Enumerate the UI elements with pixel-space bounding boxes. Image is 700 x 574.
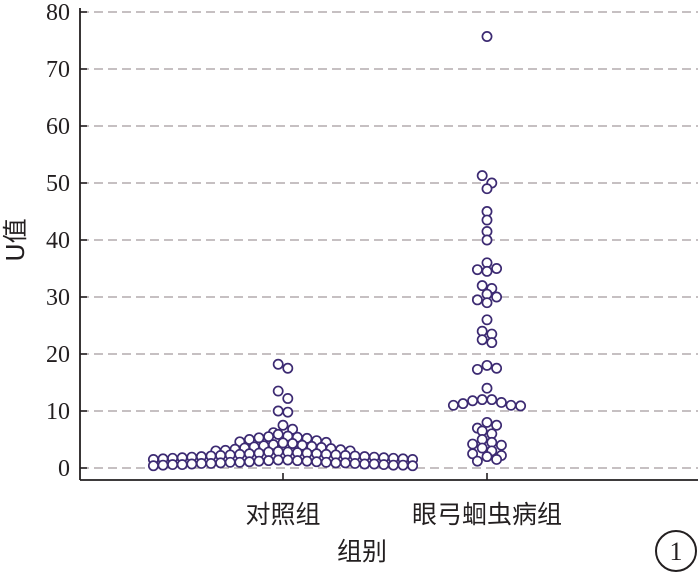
data-point — [467, 438, 479, 450]
gridlines — [80, 11, 698, 469]
data-point — [301, 455, 313, 467]
data-point — [481, 265, 493, 277]
data-point — [378, 459, 390, 471]
data-point — [282, 406, 294, 418]
data-point — [481, 31, 493, 42]
data-point — [471, 363, 483, 375]
data-point — [282, 393, 294, 404]
data-point — [481, 297, 493, 309]
data-point — [387, 459, 399, 471]
data-point — [272, 428, 284, 440]
data-point — [447, 399, 459, 411]
data-point — [291, 455, 303, 467]
data-point — [471, 264, 483, 276]
y-tick-label-70: 70 — [46, 57, 70, 83]
data-point — [397, 459, 409, 471]
data-point — [467, 448, 479, 460]
y-tick-label-80: 80 — [46, 0, 70, 26]
data-point — [272, 405, 284, 417]
badge-label: 1 — [670, 537, 683, 566]
data-point — [282, 362, 294, 374]
y-tick-label-60: 60 — [46, 114, 70, 140]
data-point — [486, 394, 498, 406]
data-point — [457, 398, 469, 410]
data-point — [186, 458, 198, 470]
data-point — [272, 385, 284, 397]
y-tick-label-0: 0 — [58, 456, 70, 482]
data-point — [215, 457, 227, 469]
data-point — [476, 170, 488, 182]
data-point — [205, 457, 217, 469]
x-category-label-0: 对照组 — [245, 500, 320, 529]
badge-circle — [655, 530, 697, 572]
data-point — [481, 451, 493, 463]
data-point — [224, 456, 236, 468]
data-point — [359, 458, 371, 470]
data-point — [243, 434, 255, 445]
data-point — [476, 442, 488, 454]
y-tick-labels: 0 10 20 30 40 50 60 70 80 — [46, 0, 70, 482]
data-point — [515, 400, 527, 412]
data-point — [481, 214, 493, 226]
data-point — [272, 358, 284, 370]
data-point — [481, 416, 493, 428]
data-point — [467, 395, 479, 407]
data-point — [476, 280, 488, 292]
y-tick-label-20: 20 — [46, 342, 70, 368]
x-axis-title: 组别 — [337, 537, 387, 566]
data-point — [243, 456, 255, 468]
x-category-labels: 对照组 眼弓蛔虫病组 — [245, 500, 562, 529]
x-category-label-1: 眼弓蛔虫病组 — [412, 500, 562, 529]
data-point — [481, 314, 493, 326]
data-point — [147, 460, 159, 472]
data-point — [287, 438, 299, 449]
data-point — [491, 362, 503, 374]
axes — [79, 8, 698, 481]
y-axis-title: U值 — [1, 218, 30, 261]
y-tick-label-10: 10 — [46, 399, 70, 425]
data-points — [147, 31, 527, 472]
y-tick-label-40: 40 — [46, 228, 70, 254]
data-point — [234, 456, 246, 468]
data-point — [176, 459, 188, 471]
data-point — [471, 455, 483, 467]
data-point — [272, 454, 284, 466]
data-point — [495, 397, 507, 408]
data-point — [481, 234, 493, 246]
data-point — [339, 457, 351, 469]
data-point — [491, 454, 503, 465]
data-point — [277, 437, 289, 449]
data-point — [481, 359, 493, 371]
data-point — [277, 419, 289, 431]
data-point — [330, 457, 342, 469]
y-tick-label-50: 50 — [46, 171, 70, 197]
data-point — [349, 457, 361, 469]
data-point — [471, 294, 483, 306]
data-point — [476, 334, 488, 346]
data-point — [481, 183, 493, 195]
data-point — [195, 457, 207, 469]
data-point — [368, 458, 380, 470]
data-point — [491, 419, 503, 431]
data-point — [491, 263, 503, 274]
data-point — [481, 382, 493, 394]
figure-number-badge: 1 — [655, 530, 697, 572]
data-point — [282, 454, 294, 466]
data-point — [476, 394, 488, 406]
data-point — [320, 456, 332, 468]
data-point — [407, 460, 419, 472]
data-point — [167, 459, 179, 471]
data-point — [491, 291, 503, 303]
data-point — [311, 456, 323, 468]
data-point — [157, 459, 169, 471]
data-point — [263, 455, 275, 467]
data-point — [505, 399, 517, 411]
data-point — [495, 439, 507, 451]
data-point — [486, 337, 498, 349]
y-tick-label-30: 30 — [46, 285, 70, 311]
data-point — [253, 455, 265, 467]
